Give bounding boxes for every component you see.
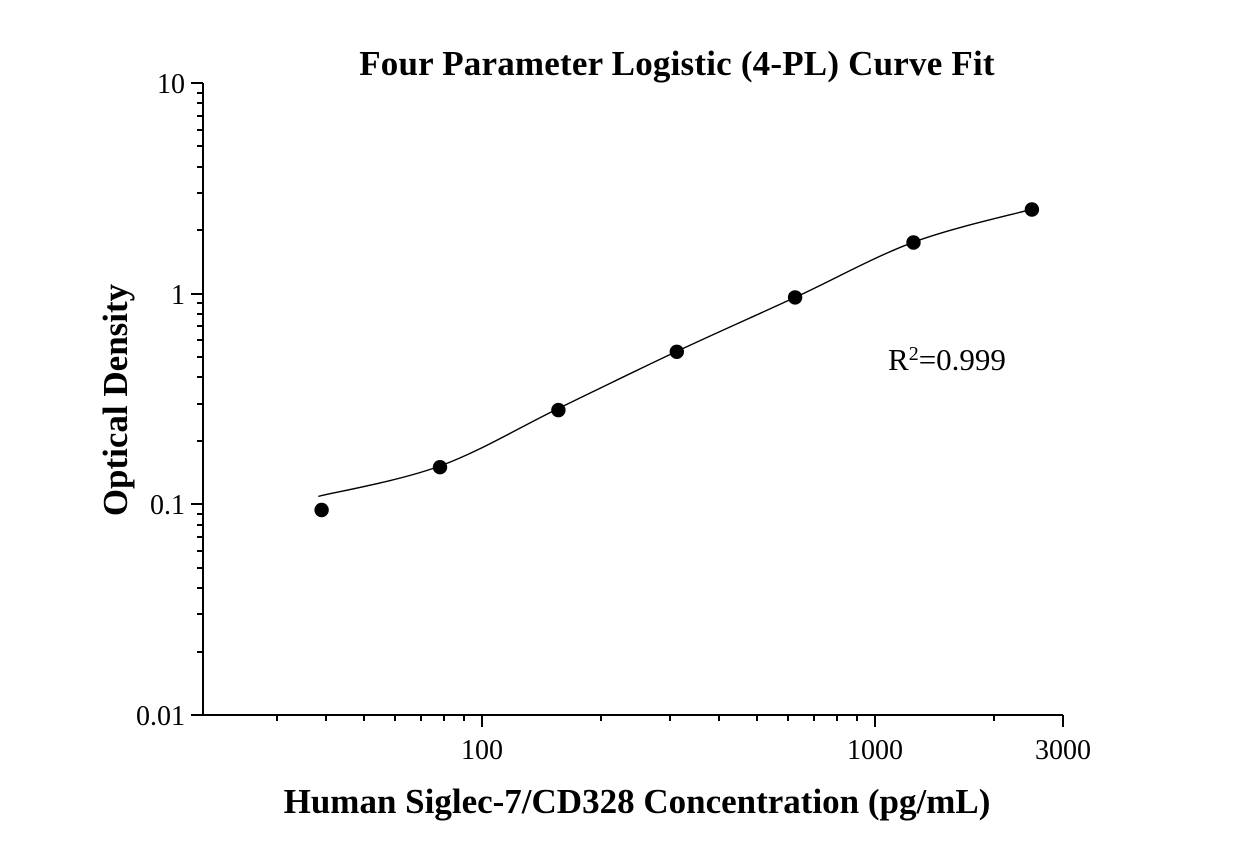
data-point [669,344,684,359]
y-tick-label: 0.01 [136,701,185,732]
data-point [1024,202,1040,217]
data-point [906,235,921,250]
data-point [551,402,566,418]
x-tick-label: 100 [461,735,503,766]
r-squared-annotation: R2=0.999 [888,342,1006,378]
data-point [314,502,329,518]
y-tick-label: 1 [171,280,185,311]
y-tick-label: 10 [157,69,185,100]
x-tick-label: 3000 [1035,735,1091,766]
chart-title: Four Parameter Logistic (4-PL) Curve Fit [359,44,995,83]
r-squared-value: =0.999 [918,342,1006,377]
y-tick-label: 0.1 [150,490,185,521]
y-axis-title: Optical Density [96,283,135,517]
data-point [787,290,803,305]
x-axis-title: Human Siglec-7/CD328 Concentration (pg/m… [283,782,991,821]
r-squared-base: R [888,342,909,377]
axis-spine [201,83,1063,717]
data-point [432,460,448,475]
x-tick-label: 1000 [847,735,903,766]
r-squared-superscript: 2 [908,343,919,365]
